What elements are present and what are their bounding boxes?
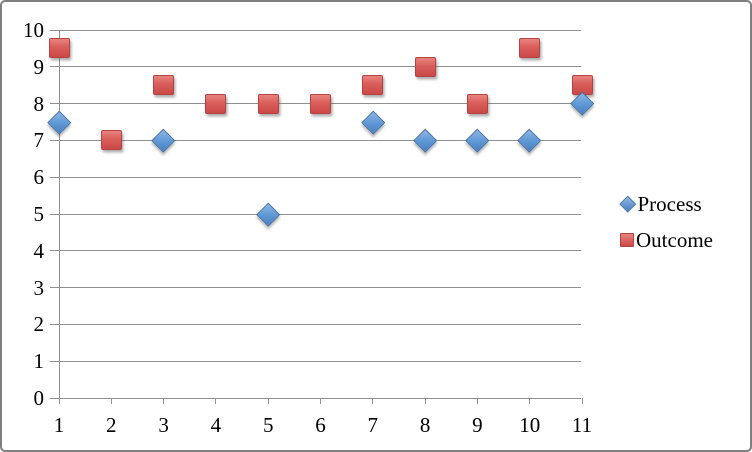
gridline [50, 360, 581, 362]
x-axis-tick-label: 5 [262, 413, 274, 437]
data-point-process[interactable] [518, 128, 542, 153]
outcome-square-icon [620, 233, 634, 247]
y-axis-tick-label: 0 [33, 386, 45, 410]
x-axis-tick-label: 3 [158, 413, 169, 437]
x-axis-tick-label: 8 [419, 413, 431, 437]
x-axis-tick [58, 398, 60, 404]
legend-item-outcome[interactable]: Outcome [619, 228, 713, 252]
data-point-process[interactable] [570, 91, 594, 116]
gridline [50, 397, 581, 399]
x-axis-tick [215, 398, 217, 404]
x-axis-tick [163, 398, 165, 404]
data-point-outcome[interactable] [48, 38, 70, 59]
y-axis-tick-label: 2 [33, 312, 45, 337]
y-axis-tick-label: 9 [33, 54, 45, 79]
data-point-outcome[interactable] [205, 93, 227, 114]
legend-label-process: Process [637, 191, 702, 216]
gridline [50, 250, 581, 252]
data-point-process[interactable] [361, 110, 385, 134]
x-axis-tick-label: 9 [472, 413, 483, 437]
data-point-process[interactable] [47, 110, 71, 134]
x-axis-tick [372, 398, 374, 404]
data-point-process[interactable] [256, 202, 280, 226]
y-axis-tick-label: 8 [33, 91, 45, 116]
data-point-process[interactable] [151, 128, 176, 153]
y-axis-tick-label: 1 [33, 349, 45, 374]
x-axis-tick [320, 398, 321, 404]
gridline [50, 139, 581, 141]
data-point-outcome[interactable] [257, 93, 279, 114]
data-point-outcome[interactable] [414, 56, 436, 77]
gridline [50, 176, 581, 178]
data-point-outcome[interactable] [310, 93, 331, 114]
x-axis-tick [581, 398, 583, 404]
data-point-outcome[interactable] [153, 75, 175, 96]
gridline [50, 323, 581, 325]
x-axis-tick [267, 398, 269, 404]
x-axis-tick-label: 2 [106, 413, 117, 437]
x-axis-tick-label: 1 [53, 413, 65, 437]
y-axis-tick-label: 7 [33, 128, 45, 153]
legend-item-process[interactable]: Process [619, 192, 713, 216]
x-axis-tick-label: 11 [571, 413, 593, 437]
x-axis-tick [476, 398, 478, 404]
gridline [50, 213, 581, 215]
x-axis-tick-label: 4 [210, 413, 222, 437]
gridline [50, 66, 581, 68]
x-axis-tick [424, 398, 426, 404]
legend-label-outcome: Outcome [636, 227, 713, 252]
gridline [50, 29, 581, 31]
data-point-outcome[interactable] [362, 75, 384, 96]
data-point-process[interactable] [413, 128, 437, 153]
data-point-outcome[interactable] [466, 93, 488, 114]
y-axis-tick-label: 3 [33, 275, 45, 300]
y-axis-line [58, 30, 60, 404]
x-axis-tick [110, 398, 112, 404]
x-axis-tick [529, 398, 531, 404]
legend: Process Outcome [619, 192, 713, 264]
y-axis-tick-label: 4 [33, 238, 45, 263]
gridline [50, 287, 581, 289]
data-point-process[interactable] [465, 128, 490, 153]
data-point-outcome[interactable] [519, 38, 541, 59]
x-axis-tick-label: 10 [519, 413, 541, 437]
process-diamond-icon [619, 195, 636, 213]
y-axis-tick-label: 10 [23, 18, 44, 42]
x-axis-tick-label: 7 [367, 413, 379, 437]
y-axis-tick-label: 5 [33, 202, 45, 226]
data-point-outcome[interactable] [100, 130, 122, 151]
x-axis-tick-label: 6 [315, 413, 326, 437]
y-axis-tick-label: 6 [33, 165, 45, 190]
